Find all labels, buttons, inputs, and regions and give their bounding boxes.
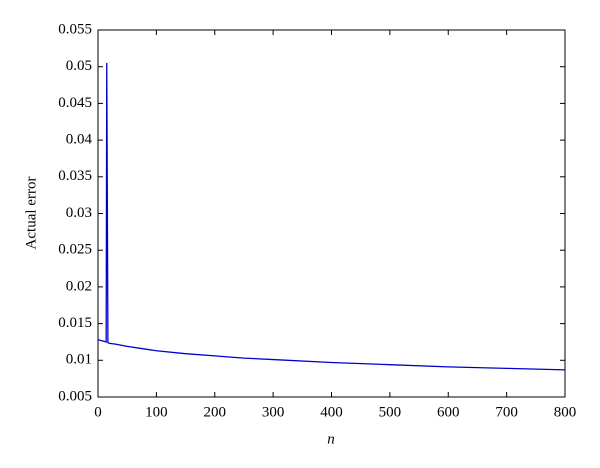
- x-tick-label: 200: [204, 404, 227, 420]
- y-tick-label: 0.03: [66, 205, 92, 221]
- y-tick-label: 0.035: [58, 168, 92, 184]
- y-tick-label: 0.015: [58, 315, 92, 331]
- y-tick-label: 0.01: [66, 352, 92, 368]
- y-tick-label: 0.05: [66, 58, 92, 74]
- y-tick-label: 0.04: [66, 132, 93, 148]
- data-line: [97, 63, 566, 371]
- y-tick-label: 0.005: [58, 388, 92, 404]
- x-axis-label: n: [327, 431, 335, 447]
- x-tick-label: 0: [94, 404, 102, 420]
- x-tick-label: 400: [320, 404, 343, 420]
- x-tick-label: 500: [379, 404, 402, 420]
- y-tick-label: 0.02: [66, 278, 92, 294]
- y-tick-label: 0.025: [58, 242, 92, 258]
- y-tick-label: 0.045: [58, 95, 92, 111]
- plot-frame: [97, 29, 566, 398]
- y-axis-label: Actual error: [23, 177, 39, 250]
- x-tick-label: 600: [437, 404, 460, 420]
- x-tick-label: 700: [495, 404, 518, 420]
- x-tick-label: 100: [145, 404, 168, 420]
- x-tick-label: 800: [554, 404, 577, 420]
- x-tick-label: 300: [262, 404, 285, 420]
- y-tick-label: 0.055: [58, 21, 92, 37]
